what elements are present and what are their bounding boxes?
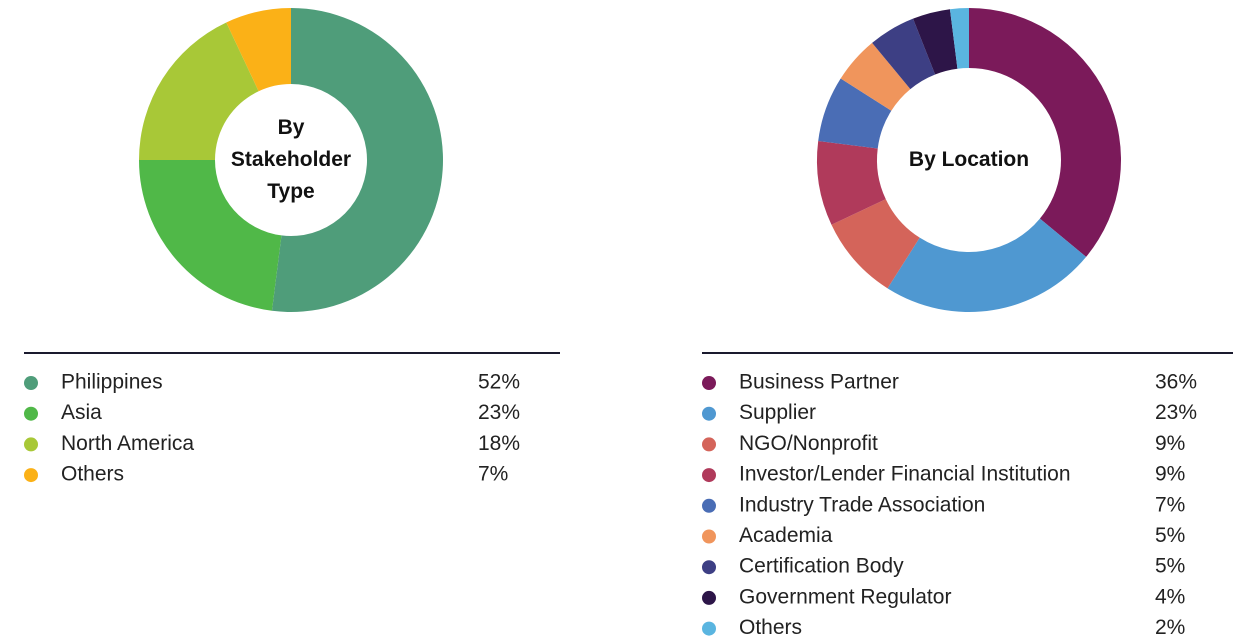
legend-dot bbox=[702, 560, 716, 575]
legend-label: North America bbox=[61, 432, 194, 455]
legend-value: 9% bbox=[1155, 432, 1185, 455]
legend-dot bbox=[702, 590, 716, 605]
donut-slice bbox=[913, 9, 958, 75]
legend-value: 4% bbox=[1155, 585, 1185, 608]
legend-value: 7% bbox=[1155, 493, 1185, 516]
legend-value: 5% bbox=[1155, 524, 1185, 547]
legend-label: Supplier bbox=[739, 401, 816, 424]
legend-value: 23% bbox=[478, 401, 520, 424]
legend-label: Others bbox=[61, 463, 124, 486]
donut-slice bbox=[139, 22, 259, 160]
legend-label: Industry Trade Association bbox=[739, 493, 985, 516]
donut-title: By Stakeholder Type bbox=[230, 116, 352, 203]
legend-value: 36% bbox=[1155, 371, 1197, 394]
legend-dot bbox=[24, 468, 38, 483]
donut-slice bbox=[840, 42, 911, 111]
legend-dot bbox=[702, 376, 716, 390]
donut-slice bbox=[816, 140, 886, 225]
legend-dot bbox=[702, 498, 716, 513]
legend-value: 18% bbox=[478, 432, 520, 455]
donut-slice bbox=[271, 8, 444, 312]
legend-value: 5% bbox=[1155, 555, 1185, 578]
legend-dot bbox=[24, 437, 38, 452]
legend-dot bbox=[702, 621, 716, 636]
legend-label: Investor/Lender Financial Institution bbox=[739, 463, 1071, 486]
legend-dot bbox=[702, 437, 716, 452]
legend-label: Asia bbox=[61, 401, 102, 424]
donut-title: By Location bbox=[908, 148, 1030, 171]
legend-label: Certification Body bbox=[739, 555, 904, 578]
donut-slice bbox=[872, 18, 936, 90]
legend-value: 7% bbox=[478, 463, 508, 486]
legend-dot bbox=[702, 468, 716, 483]
donut-slice bbox=[949, 8, 969, 69]
legend-label: NGO/Nonprofit bbox=[739, 432, 878, 455]
legend-value: 2% bbox=[1155, 616, 1185, 639]
legend-label: Academia bbox=[739, 524, 833, 547]
legend-label: Philippines bbox=[61, 371, 163, 394]
donut-slice bbox=[818, 78, 892, 149]
legend-label: Government Regulator bbox=[739, 585, 951, 608]
legend-dot bbox=[702, 529, 716, 544]
donut-slice bbox=[831, 199, 920, 289]
legend-value: 9% bbox=[1155, 463, 1185, 486]
donut-slice bbox=[887, 218, 1087, 312]
legend-label: Business Partner bbox=[739, 371, 899, 394]
legend-value: 23% bbox=[1155, 401, 1197, 424]
legend-dot bbox=[24, 376, 38, 390]
legend-label: Others bbox=[739, 616, 802, 639]
donut-slice bbox=[226, 8, 291, 92]
donut-slice bbox=[139, 160, 282, 311]
donut-slice bbox=[969, 8, 1121, 257]
legend-dot bbox=[702, 406, 716, 421]
legend-dot bbox=[24, 406, 38, 421]
legend-value: 52% bbox=[478, 371, 520, 394]
